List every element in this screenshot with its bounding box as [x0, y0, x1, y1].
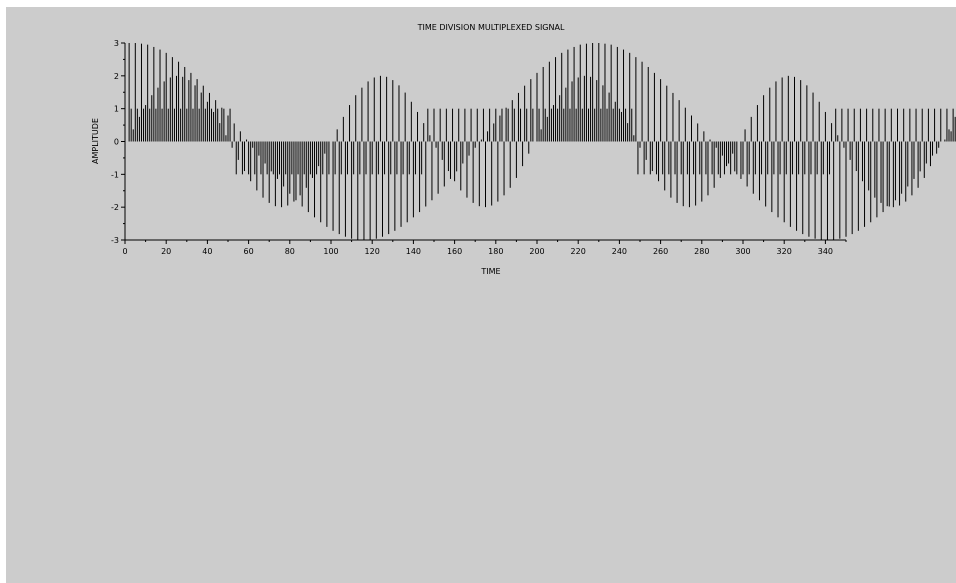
- x-tick-label: 80: [285, 247, 295, 256]
- y-tick-label: -3: [111, 236, 119, 245]
- x-tick-label: 320: [777, 247, 792, 256]
- x-tick-label: 260: [653, 247, 668, 256]
- x-tick-label: 140: [406, 247, 421, 256]
- x-tick-label: 220: [571, 247, 586, 256]
- y-tick-label: -2: [111, 203, 119, 212]
- x-axis-label: TIME: [480, 267, 500, 276]
- x-tick-label: 100: [323, 247, 338, 256]
- x-tick-label: 180: [488, 247, 503, 256]
- y-tick-label: -1: [111, 170, 119, 179]
- x-tick-label: 240: [612, 247, 627, 256]
- x-tick-label: 160: [447, 247, 462, 256]
- y-axis-label: AMPLITUDE: [91, 118, 100, 164]
- x-tick-label: 40: [202, 247, 212, 256]
- stems-layer: [128, 43, 956, 240]
- figure-canvas: TIME DIVISION MULTIPLEXED SIGNAL TIME AM…: [6, 7, 956, 583]
- y-tick-label: 3: [114, 39, 119, 48]
- axes-layer: 0 20 40 60 80 100 120 140 160 180 200 220 240 260 280 3…: [111, 39, 847, 256]
- x-tick-label: 300: [735, 247, 750, 256]
- y-tick-label: 1: [114, 105, 119, 114]
- x-tick-label: 60: [244, 247, 254, 256]
- x-tick-label: 200: [529, 247, 544, 256]
- x-tick-label: 120: [365, 247, 380, 256]
- y-tick-label: 2: [114, 72, 119, 81]
- x-tick-label: 20: [161, 247, 171, 256]
- tdm-stem-chart: TIME DIVISION MULTIPLEXED SIGNAL TIME AM…: [91, 23, 956, 276]
- x-tick-label: 340: [818, 247, 833, 256]
- chart-title: TIME DIVISION MULTIPLEXED SIGNAL: [417, 23, 565, 32]
- x-tick-label: 0: [122, 247, 127, 256]
- y-tick-label: 0: [114, 138, 119, 147]
- x-tick-label: 280: [694, 247, 709, 256]
